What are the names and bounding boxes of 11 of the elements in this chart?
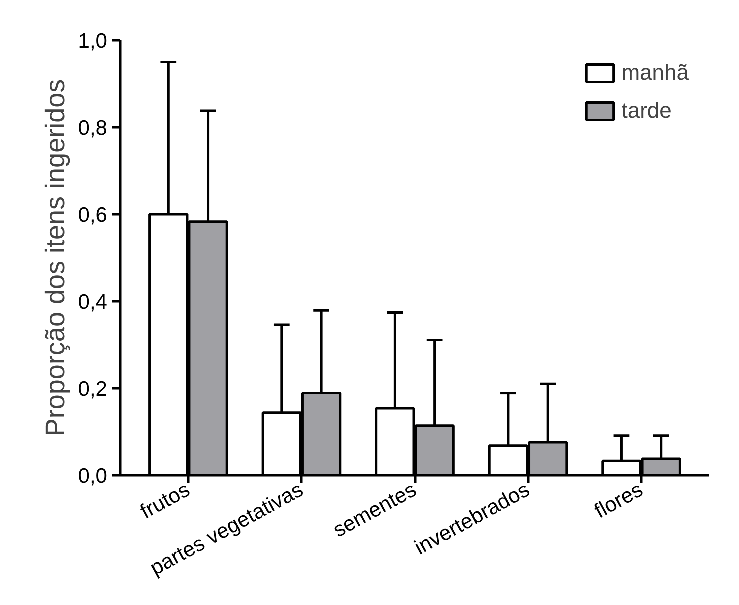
legend-label: manhã <box>622 60 689 86</box>
legend-label: tarde <box>622 98 672 124</box>
y-axis-title: Proporção dos itens ingeridos <box>40 79 70 437</box>
y-tick-label: 0,6 <box>78 204 108 227</box>
y-tick-label: 0,4 <box>78 291 108 314</box>
y-tick-label: 0,8 <box>78 117 108 140</box>
x-tick-label: flores <box>590 478 648 524</box>
x-tick-label: frutos <box>136 478 194 524</box>
y-tick-label: 1,0 <box>78 30 108 53</box>
y-tick-label: 0,2 <box>78 378 108 401</box>
y-tick-label: 0,0 <box>78 465 108 488</box>
